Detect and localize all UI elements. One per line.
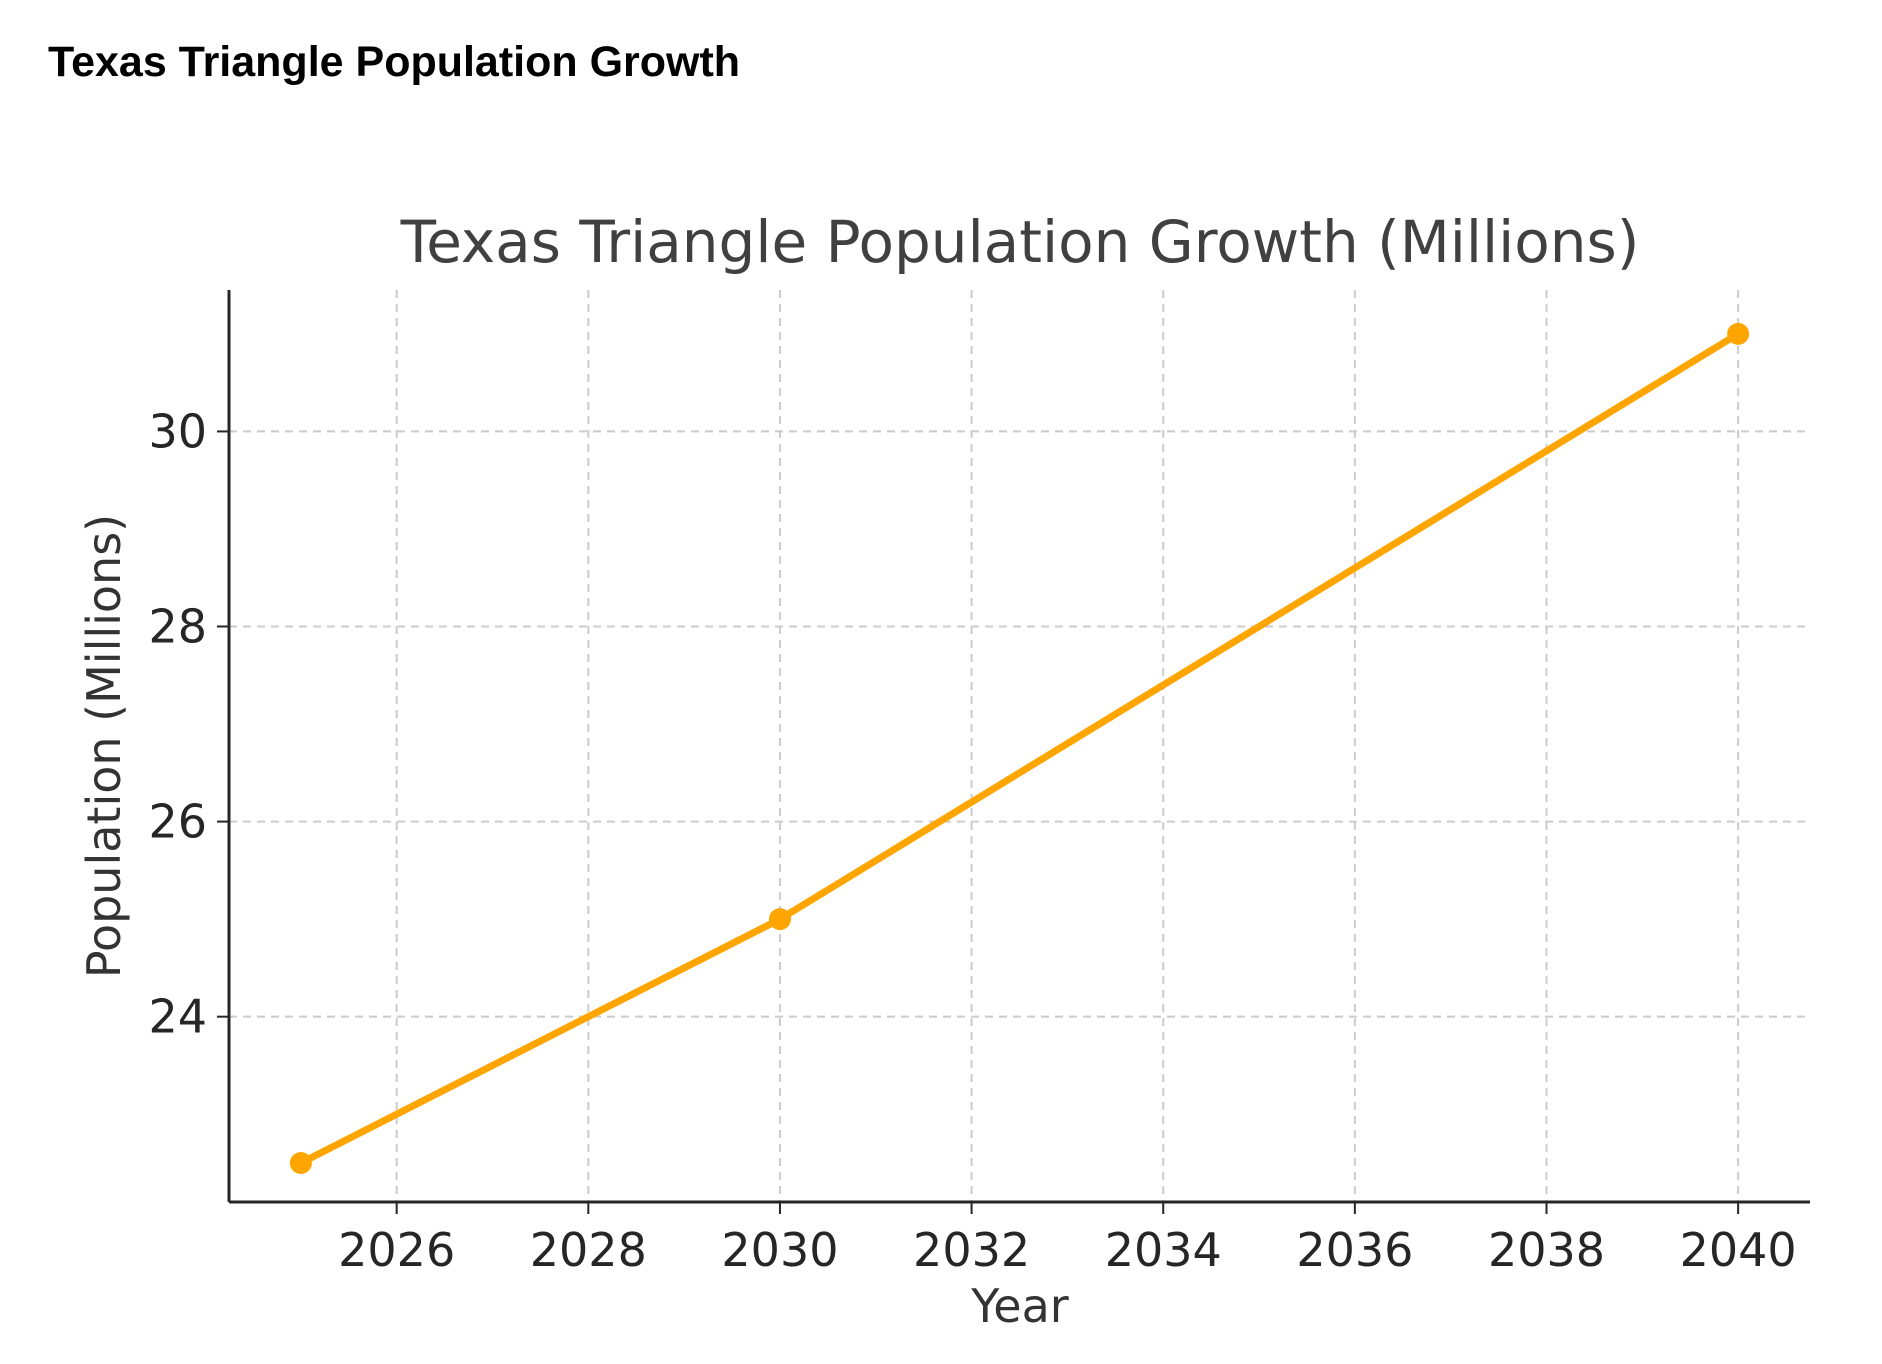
page-heading: Texas Triangle Population Growth bbox=[48, 38, 741, 86]
x-tick-label: 2038 bbox=[1488, 1223, 1605, 1277]
x-tick-label: 2032 bbox=[913, 1223, 1030, 1277]
ticks: 2026 2028 2030 2032 2034 2036 2038 2040 24 26 28 30 bbox=[148, 404, 1796, 1277]
data-point bbox=[289, 1151, 312, 1174]
y-axis-label: Population (Millions) bbox=[77, 514, 131, 978]
chart-title: Texas Triangle Population Growth (Millio… bbox=[400, 208, 1640, 276]
x-tick-label: 2036 bbox=[1296, 1223, 1413, 1277]
axes bbox=[227, 290, 1810, 1204]
y-tick-label: 26 bbox=[148, 795, 207, 849]
data-point bbox=[768, 908, 791, 931]
y-tick-label: 24 bbox=[148, 990, 207, 1044]
x-axis-label: Year bbox=[970, 1279, 1068, 1333]
series bbox=[289, 322, 1750, 1174]
x-tick-label: 2040 bbox=[1680, 1223, 1797, 1277]
series-line bbox=[299, 330, 1740, 1167]
y-tick-label: 30 bbox=[148, 404, 207, 458]
grid bbox=[229, 290, 1810, 1202]
data-point bbox=[1727, 322, 1750, 345]
y-tick-label: 28 bbox=[148, 600, 207, 654]
x-tick-label: 2030 bbox=[721, 1223, 838, 1277]
x-tick-label: 2028 bbox=[530, 1223, 647, 1277]
x-tick-label: 2034 bbox=[1105, 1223, 1222, 1277]
x-tick-label: 2026 bbox=[338, 1223, 455, 1277]
